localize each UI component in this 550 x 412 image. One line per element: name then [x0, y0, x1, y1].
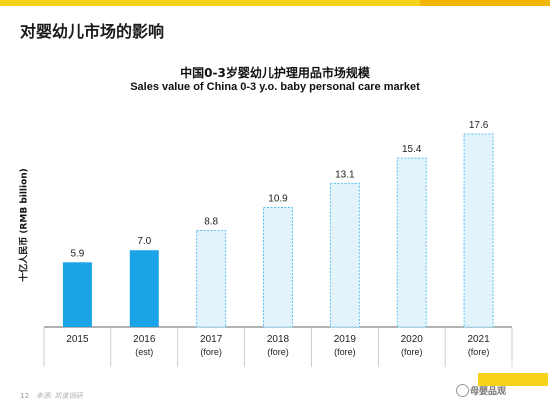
bar-2020 [396, 157, 427, 328]
data-label-2017: 8.8 [204, 217, 218, 228]
x-tick-note-2018: (fore) [267, 347, 289, 357]
chart-title: 中国0-3岁婴幼儿护理用品市场规模 [180, 66, 370, 80]
x-tick-note-2020: (fore) [401, 347, 423, 357]
x-tick-note-2019: (fore) [334, 347, 356, 357]
bar-2017 [196, 230, 227, 328]
data-label-2016: 7.0 [137, 236, 151, 247]
x-tick-note-2016: (est) [135, 347, 153, 357]
watermark-text: 母婴品观 [470, 387, 507, 397]
x-tick-label-2018: 2018 [267, 334, 290, 345]
x-tick-label-2015: 2015 [66, 334, 89, 345]
x-tick-note-2017: (fore) [200, 347, 222, 357]
data-label-2018: 10.9 [268, 193, 288, 204]
x-tick-label-2021: 2021 [467, 334, 490, 345]
chart-subtitle: Sales value of China 0-3 y.o. baby perso… [130, 81, 420, 93]
data-label-2020: 15.4 [402, 144, 422, 155]
bar-2016 [129, 250, 159, 327]
x-tick-label-2017: 2017 [200, 334, 223, 345]
top-color-stripe [0, 0, 550, 6]
source-note: 来源: 凯度调研 [36, 392, 83, 400]
top-accent-stripe [420, 0, 550, 6]
x-tick-label-2020: 2020 [401, 334, 424, 345]
bar-2015 [62, 262, 92, 327]
data-label-2015: 5.9 [70, 248, 84, 259]
wechat-icon [456, 384, 469, 397]
brand-logo [478, 373, 548, 386]
slide-title: 对婴幼儿市场的影响 [20, 22, 165, 41]
x-tick-label-2019: 2019 [334, 334, 357, 345]
page-number: 12 [20, 392, 29, 400]
data-label-2021: 17.6 [469, 120, 489, 131]
x-tick-label-2016: 2016 [133, 334, 156, 345]
data-label-2019: 13.1 [335, 169, 355, 180]
bar-2021 [463, 133, 494, 328]
x-tick-note-2021: (fore) [468, 347, 490, 357]
bar-2019 [329, 182, 360, 328]
bar-2018 [263, 206, 293, 328]
